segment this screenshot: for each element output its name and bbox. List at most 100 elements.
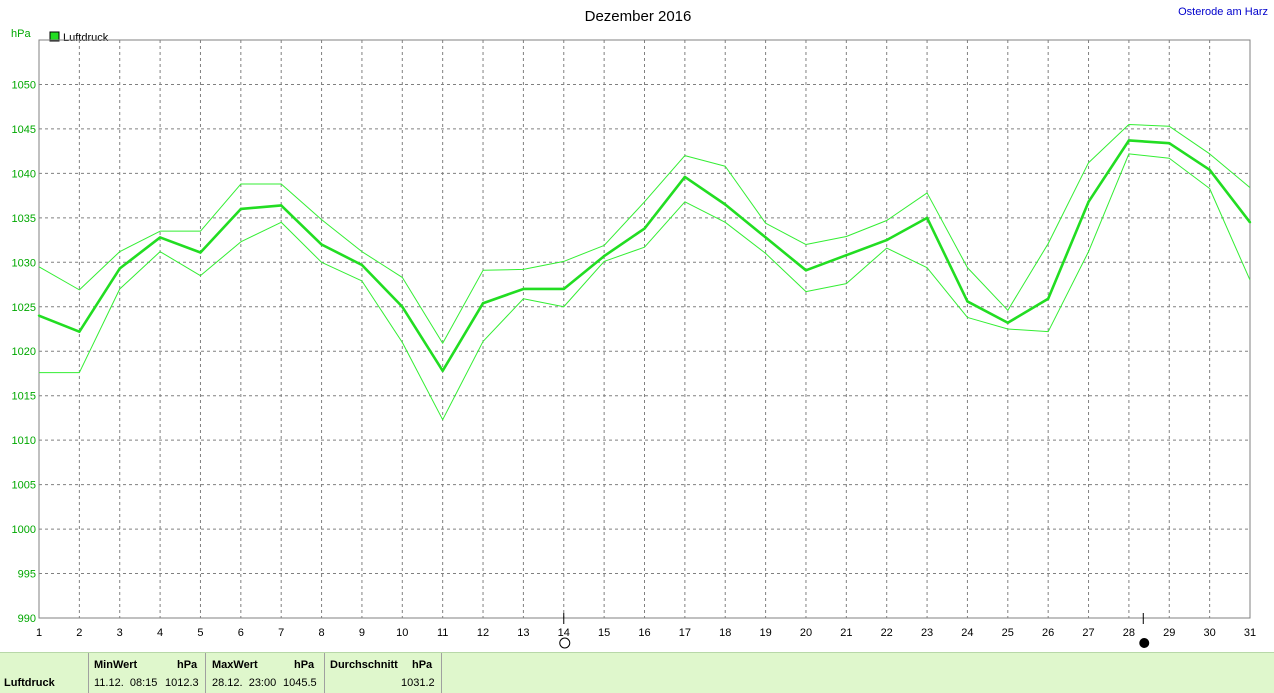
min-stat: MinWert hPa 11.12. 08:15 1012.3 [89, 653, 206, 693]
min-header: MinWert [94, 659, 138, 671]
data-point [481, 302, 485, 305]
x-tick-label: 10 [396, 627, 408, 639]
data-point [37, 314, 41, 317]
data-point [643, 227, 646, 230]
data-point [885, 238, 888, 242]
data-point [966, 300, 969, 303]
data-point [280, 204, 283, 207]
y-tick-label: 1045 [12, 124, 36, 136]
data-point [602, 254, 606, 258]
data-point [1087, 200, 1090, 204]
avg-value: 1031.2 [401, 677, 435, 689]
max-unit: hPa [294, 659, 315, 671]
max-header: MaxWert [212, 659, 258, 671]
data-point [401, 305, 404, 308]
data-point [1127, 139, 1131, 142]
data-point [118, 267, 121, 270]
data-point [360, 263, 364, 267]
min-value: 1012.3 [165, 677, 199, 689]
legend-label: Luftdruck [63, 32, 109, 44]
x-tick-label: 28 [1123, 627, 1135, 639]
y-tick-label: 1050 [12, 79, 36, 91]
legend-swatch [49, 31, 60, 42]
station-name: Osterode am Harz [1178, 6, 1268, 18]
x-tick-label: 16 [638, 627, 650, 639]
max-datetime: 28.12. 23:00 [212, 677, 277, 689]
x-tick-label: 17 [679, 627, 691, 639]
series-line-min [39, 153, 1251, 421]
data-point [804, 269, 808, 272]
x-tick-label: 7 [278, 627, 284, 639]
x-tick-label: 5 [197, 627, 203, 639]
y-tick-label: 1000 [12, 524, 36, 536]
pressure-chart: Dezember 2016 Osterode am Harz hPa Luftd… [11, 6, 1268, 649]
y-axis-unit: hPa [11, 28, 31, 40]
x-tick-label: 11 [437, 627, 448, 639]
y-tick-label: 1030 [12, 257, 36, 269]
x-tick-label: 3 [117, 627, 123, 639]
y-tick-label: 1040 [12, 168, 36, 180]
x-tick-label: 4 [157, 627, 163, 639]
footer-row-label: Luftdruck [4, 677, 55, 689]
x-tick-label: 2 [76, 627, 82, 639]
y-tick-label: 1005 [12, 480, 36, 492]
max-stat: MaxWert hPa 28.12. 23:00 1045.5 [206, 653, 324, 693]
x-tick-label: 15 [598, 627, 610, 639]
x-tick-label: 24 [961, 627, 973, 639]
avg-unit: hPa [412, 659, 433, 671]
x-tick-label: 13 [517, 627, 529, 639]
data-point [1046, 297, 1050, 300]
data-point [764, 236, 767, 239]
data-point [158, 236, 162, 239]
data-point [562, 287, 565, 291]
x-tick-label: 31 [1244, 627, 1256, 639]
y-tick-label: 1010 [12, 435, 36, 447]
stats-footer: Luftdruck MinWert hPa 11.12. 08:15 1012.… [0, 652, 1274, 693]
series-line-max [38, 123, 1251, 344]
data-point [199, 251, 202, 254]
data-point [845, 253, 848, 257]
chart-title: Dezember 2016 [585, 8, 692, 25]
data-point [320, 243, 323, 246]
y-tick-label: 1015 [12, 391, 36, 403]
x-tick-label: 19 [759, 627, 771, 639]
x-tick-label: 1 [36, 627, 42, 639]
full-moon-icon [559, 637, 571, 649]
x-tick-label: 18 [719, 627, 731, 639]
avg-header: Durchschnitt [330, 659, 398, 671]
x-tick-label: 25 [1002, 627, 1014, 639]
data-point [239, 207, 243, 211]
data-point [1006, 321, 1009, 324]
x-tick-label: 20 [800, 627, 812, 639]
max-value: 1045.5 [283, 677, 317, 689]
x-tick-label: 23 [921, 627, 933, 639]
data-point [1168, 141, 1171, 145]
new-moon-icon [1139, 638, 1150, 648]
min-datetime: 11.12. 08:15 [94, 677, 158, 689]
y-tick-label: 990 [18, 613, 36, 625]
data-point [1248, 221, 1252, 224]
x-tick-label: 21 [840, 627, 852, 639]
x-tick-label: 6 [238, 627, 244, 639]
data-point [78, 330, 81, 333]
y-tick-label: 1025 [12, 302, 36, 314]
x-tick-label: 29 [1163, 627, 1175, 639]
x-tick-label: 8 [319, 627, 325, 639]
data-point [925, 216, 929, 220]
y-tick-label: 995 [18, 569, 36, 581]
x-tick-label: 12 [477, 627, 489, 639]
min-unit: hPa [177, 659, 198, 671]
x-tick-label: 14 [558, 627, 570, 639]
x-tick-label: 22 [881, 627, 893, 639]
data-point [683, 175, 687, 179]
data-point [1208, 168, 1211, 172]
data-point [522, 287, 525, 291]
y-tick-label: 1020 [12, 346, 36, 358]
y-tick-label: 1035 [12, 213, 36, 225]
x-tick-label: 9 [359, 627, 365, 639]
x-tick-label: 30 [1204, 627, 1216, 639]
avg-stat: Durchschnitt hPa 1031.2 [325, 653, 441, 693]
data-point [724, 203, 727, 206]
x-tick-label: 26 [1042, 627, 1054, 639]
x-tick-label: 27 [1082, 627, 1094, 639]
